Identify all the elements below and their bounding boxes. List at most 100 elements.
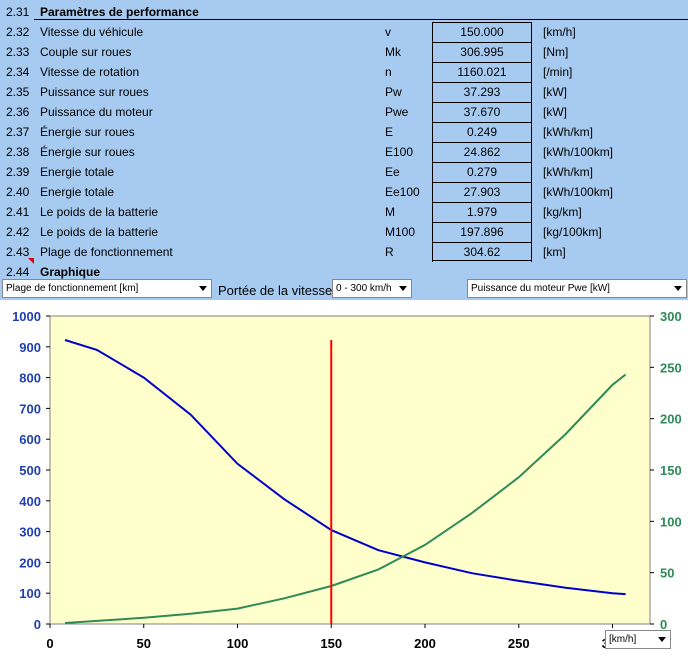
- param-number: 2.39: [6, 165, 30, 179]
- param-number: 2.41: [6, 205, 30, 219]
- y-left-tick-label: 800: [19, 371, 41, 386]
- param-number: 2.40: [6, 185, 30, 199]
- y-right-tick-label: 0: [660, 617, 667, 632]
- param-row: 2.32 Vitesse du véhicule v 150.000 [km/h]: [0, 22, 688, 42]
- param-unit: [/min]: [543, 65, 573, 79]
- param-label: Le poids de la batterie: [40, 225, 159, 239]
- y-right-tick-label: 50: [660, 566, 674, 581]
- param-value-cell[interactable]: 1160.021: [432, 62, 532, 82]
- param-value-cell[interactable]: 304.62: [432, 242, 532, 262]
- param-value-cell[interactable]: 0.279: [432, 162, 532, 182]
- param-value-cell[interactable]: 37.293: [432, 82, 532, 102]
- x-unit-select[interactable]: [km/h]: [605, 630, 671, 649]
- param-label: Énergie sur roues: [40, 145, 135, 159]
- y-left-tick-label: 900: [19, 340, 41, 355]
- right-series-line: [64, 373, 627, 624]
- param-unit: [kWh/100km]: [543, 185, 614, 199]
- y-left-tick-label: 1000: [12, 309, 41, 324]
- param-number: 2.37: [6, 125, 30, 139]
- y-left-tick-label: 0: [34, 617, 41, 632]
- y-left-tick-label: 300: [19, 525, 41, 540]
- param-value-cell[interactable]: 0.249: [432, 122, 532, 142]
- param-unit: [Nm]: [543, 45, 569, 59]
- left-series-select[interactable]: Plage de fonctionnement [km]: [2, 279, 212, 298]
- param-number: 2.36: [6, 105, 30, 119]
- y-left-tick-label: 700: [19, 401, 41, 416]
- chevron-down-icon: [670, 280, 686, 297]
- x-tick-label: 50: [137, 636, 151, 651]
- param-number: 2.38: [6, 145, 30, 159]
- param-row: 2.33 Couple sur roues Mk 306.995 [Nm]: [0, 42, 688, 62]
- param-unit: [kWh/km]: [543, 165, 593, 179]
- y-left-tick-label: 400: [19, 494, 41, 509]
- param-value-cell[interactable]: 27.903: [432, 182, 532, 202]
- header-divider: [34, 19, 688, 20]
- param-value-cell[interactable]: 306.995: [432, 42, 532, 62]
- param-label: Couple sur roues: [40, 45, 132, 59]
- param-unit: [kW]: [543, 85, 567, 99]
- param-row: 2.38 Énergie sur roues E100 24.862 [kWh/100k…: [0, 142, 688, 162]
- y-right-tick-label: 200: [660, 412, 682, 427]
- param-value-cell[interactable]: 150.000: [432, 22, 532, 42]
- y-right-tick-label: 150: [660, 463, 682, 478]
- param-symbol: Ee100: [385, 185, 420, 199]
- param-value-cell[interactable]: 197.896: [432, 222, 532, 242]
- param-row: 2.36 Puissance du moteur Pwe 37.670 [kW]: [0, 102, 688, 122]
- param-symbol: Ee: [385, 165, 400, 179]
- param-unit: [km]: [543, 245, 566, 259]
- y-right-tick-label: 300: [660, 309, 682, 324]
- param-label: Energie totale: [40, 185, 115, 199]
- param-symbol: M100: [385, 225, 416, 239]
- y-right-tick-label: 250: [660, 360, 682, 375]
- chevron-down-icon: [654, 631, 670, 648]
- graph-section-header: 2.44 Graphique: [0, 262, 688, 282]
- graph-section-title: Graphique: [40, 265, 101, 279]
- value-column-bottom: [432, 260, 532, 261]
- param-number: 2.42: [6, 225, 30, 239]
- section-number: 2.31: [6, 5, 30, 19]
- param-symbol: R: [385, 245, 394, 259]
- chevron-down-icon: [195, 280, 211, 297]
- x-tick-label: 150: [320, 636, 342, 651]
- param-number: 2.33: [6, 45, 30, 59]
- param-symbol: E: [385, 125, 394, 139]
- param-label: Puissance du moteur: [40, 105, 153, 119]
- chart: 0100200300400500600700800900100005010015…: [0, 300, 688, 661]
- param-unit: [km/h]: [543, 25, 576, 39]
- x-unit-select-value: [km/h]: [609, 634, 637, 645]
- param-number: 2.32: [6, 25, 30, 39]
- x-tick-label: 100: [227, 636, 249, 651]
- param-row: 2.40 Energie totale Ee100 27.903 [kWh/100km]: [0, 182, 688, 202]
- param-row: 2.42 Le poids de la batterie M100 197.896 [k…: [0, 222, 688, 242]
- param-row: 2.34 Vitesse de rotation n 1160.021 [/min]: [0, 62, 688, 82]
- x-tick-label: 250: [508, 636, 530, 651]
- param-unit: [kg/100km]: [543, 225, 602, 239]
- left-series-line: [64, 339, 626, 596]
- section-title: Paramètres de performance: [40, 5, 199, 19]
- param-unit: [kg/km]: [543, 205, 582, 219]
- param-symbol: n: [385, 65, 392, 79]
- param-label: Energie totale: [40, 165, 115, 179]
- param-value-cell[interactable]: 24.862: [432, 142, 532, 162]
- param-unit: [kWh/100km]: [543, 145, 614, 159]
- section-header: 2.31 Paramètres de performance: [0, 2, 688, 22]
- y-right-tick-label: 100: [660, 514, 682, 529]
- right-series-select[interactable]: Puissance du moteur Pwe [kW]: [467, 279, 687, 298]
- param-label: Vitesse du véhicule: [40, 25, 144, 39]
- param-value-cell[interactable]: 1.979: [432, 202, 532, 222]
- y-left-tick-label: 100: [19, 586, 41, 601]
- param-row: 2.43 Plage de fonctionnement R 304.62 [km]: [0, 242, 688, 262]
- left-series-select-value: Plage de fonctionnement [km]: [6, 283, 139, 294]
- param-symbol: v: [385, 25, 391, 39]
- x-tick-label: 0: [46, 636, 53, 651]
- param-symbol: M: [385, 205, 395, 219]
- y-left-tick-label: 500: [19, 463, 41, 478]
- param-row: 2.35 Puissance sur roues Pw 37.293 [kW]: [0, 82, 688, 102]
- param-row: 2.37 Énergie sur roues E 0.249 [kWh/km]: [0, 122, 688, 142]
- param-row: 2.39 Energie totale Ee 0.279 [kWh/km]: [0, 162, 688, 182]
- comment-indicator: [28, 258, 34, 264]
- param-symbol: Mk: [385, 45, 401, 59]
- speed-range-select[interactable]: 0 - 300 km/h: [332, 279, 412, 298]
- param-value-cell[interactable]: 37.670: [432, 102, 532, 122]
- param-label: Le poids de la batterie: [40, 205, 159, 219]
